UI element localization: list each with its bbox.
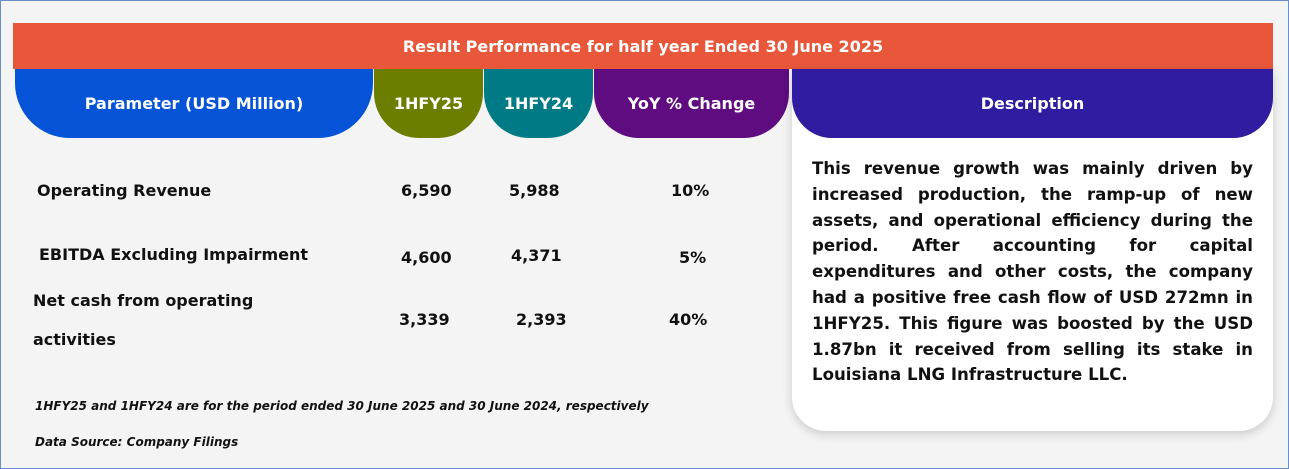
row-parameter: Operating Revenue xyxy=(37,181,212,200)
description-text: This revenue growth was mainly driven by… xyxy=(812,159,1253,385)
row-value-1hfy25: 4,600 xyxy=(401,248,452,267)
footnote: 1HFY25 and 1HFY24 are for the period end… xyxy=(35,399,649,413)
title-banner: Result Performance for half year Ended 3… xyxy=(13,23,1273,69)
header-1hfy25: 1HFY25 xyxy=(374,69,483,138)
row-parameter: EBITDA Excluding Impairment xyxy=(39,245,308,264)
description-card: Description This revenue growth was main… xyxy=(792,69,1273,431)
row-value-1hfy25: 3,339 xyxy=(399,310,450,329)
row-parameter-line2: activities xyxy=(33,330,116,349)
row-value-1hfy24: 2,393 xyxy=(516,310,567,329)
row-value-1hfy25: 6,590 xyxy=(401,181,452,200)
row-parameter-line1: Net cash from operating xyxy=(33,291,254,310)
row-value-1hfy24: 5,988 xyxy=(509,181,560,200)
row-value-1hfy24: 4,371 xyxy=(511,246,562,265)
header-parameter: Parameter (USD Million) xyxy=(15,69,373,138)
header-description: Description xyxy=(792,69,1273,138)
header-yoy-change: YoY % Change xyxy=(594,69,789,138)
data-source: Data Source: Company Filings xyxy=(35,435,239,449)
row-yoy: 10% xyxy=(671,181,710,200)
row-yoy: 5% xyxy=(679,248,707,267)
header-1hfy24: 1HFY24 xyxy=(484,69,593,138)
row-yoy: 40% xyxy=(669,310,708,329)
